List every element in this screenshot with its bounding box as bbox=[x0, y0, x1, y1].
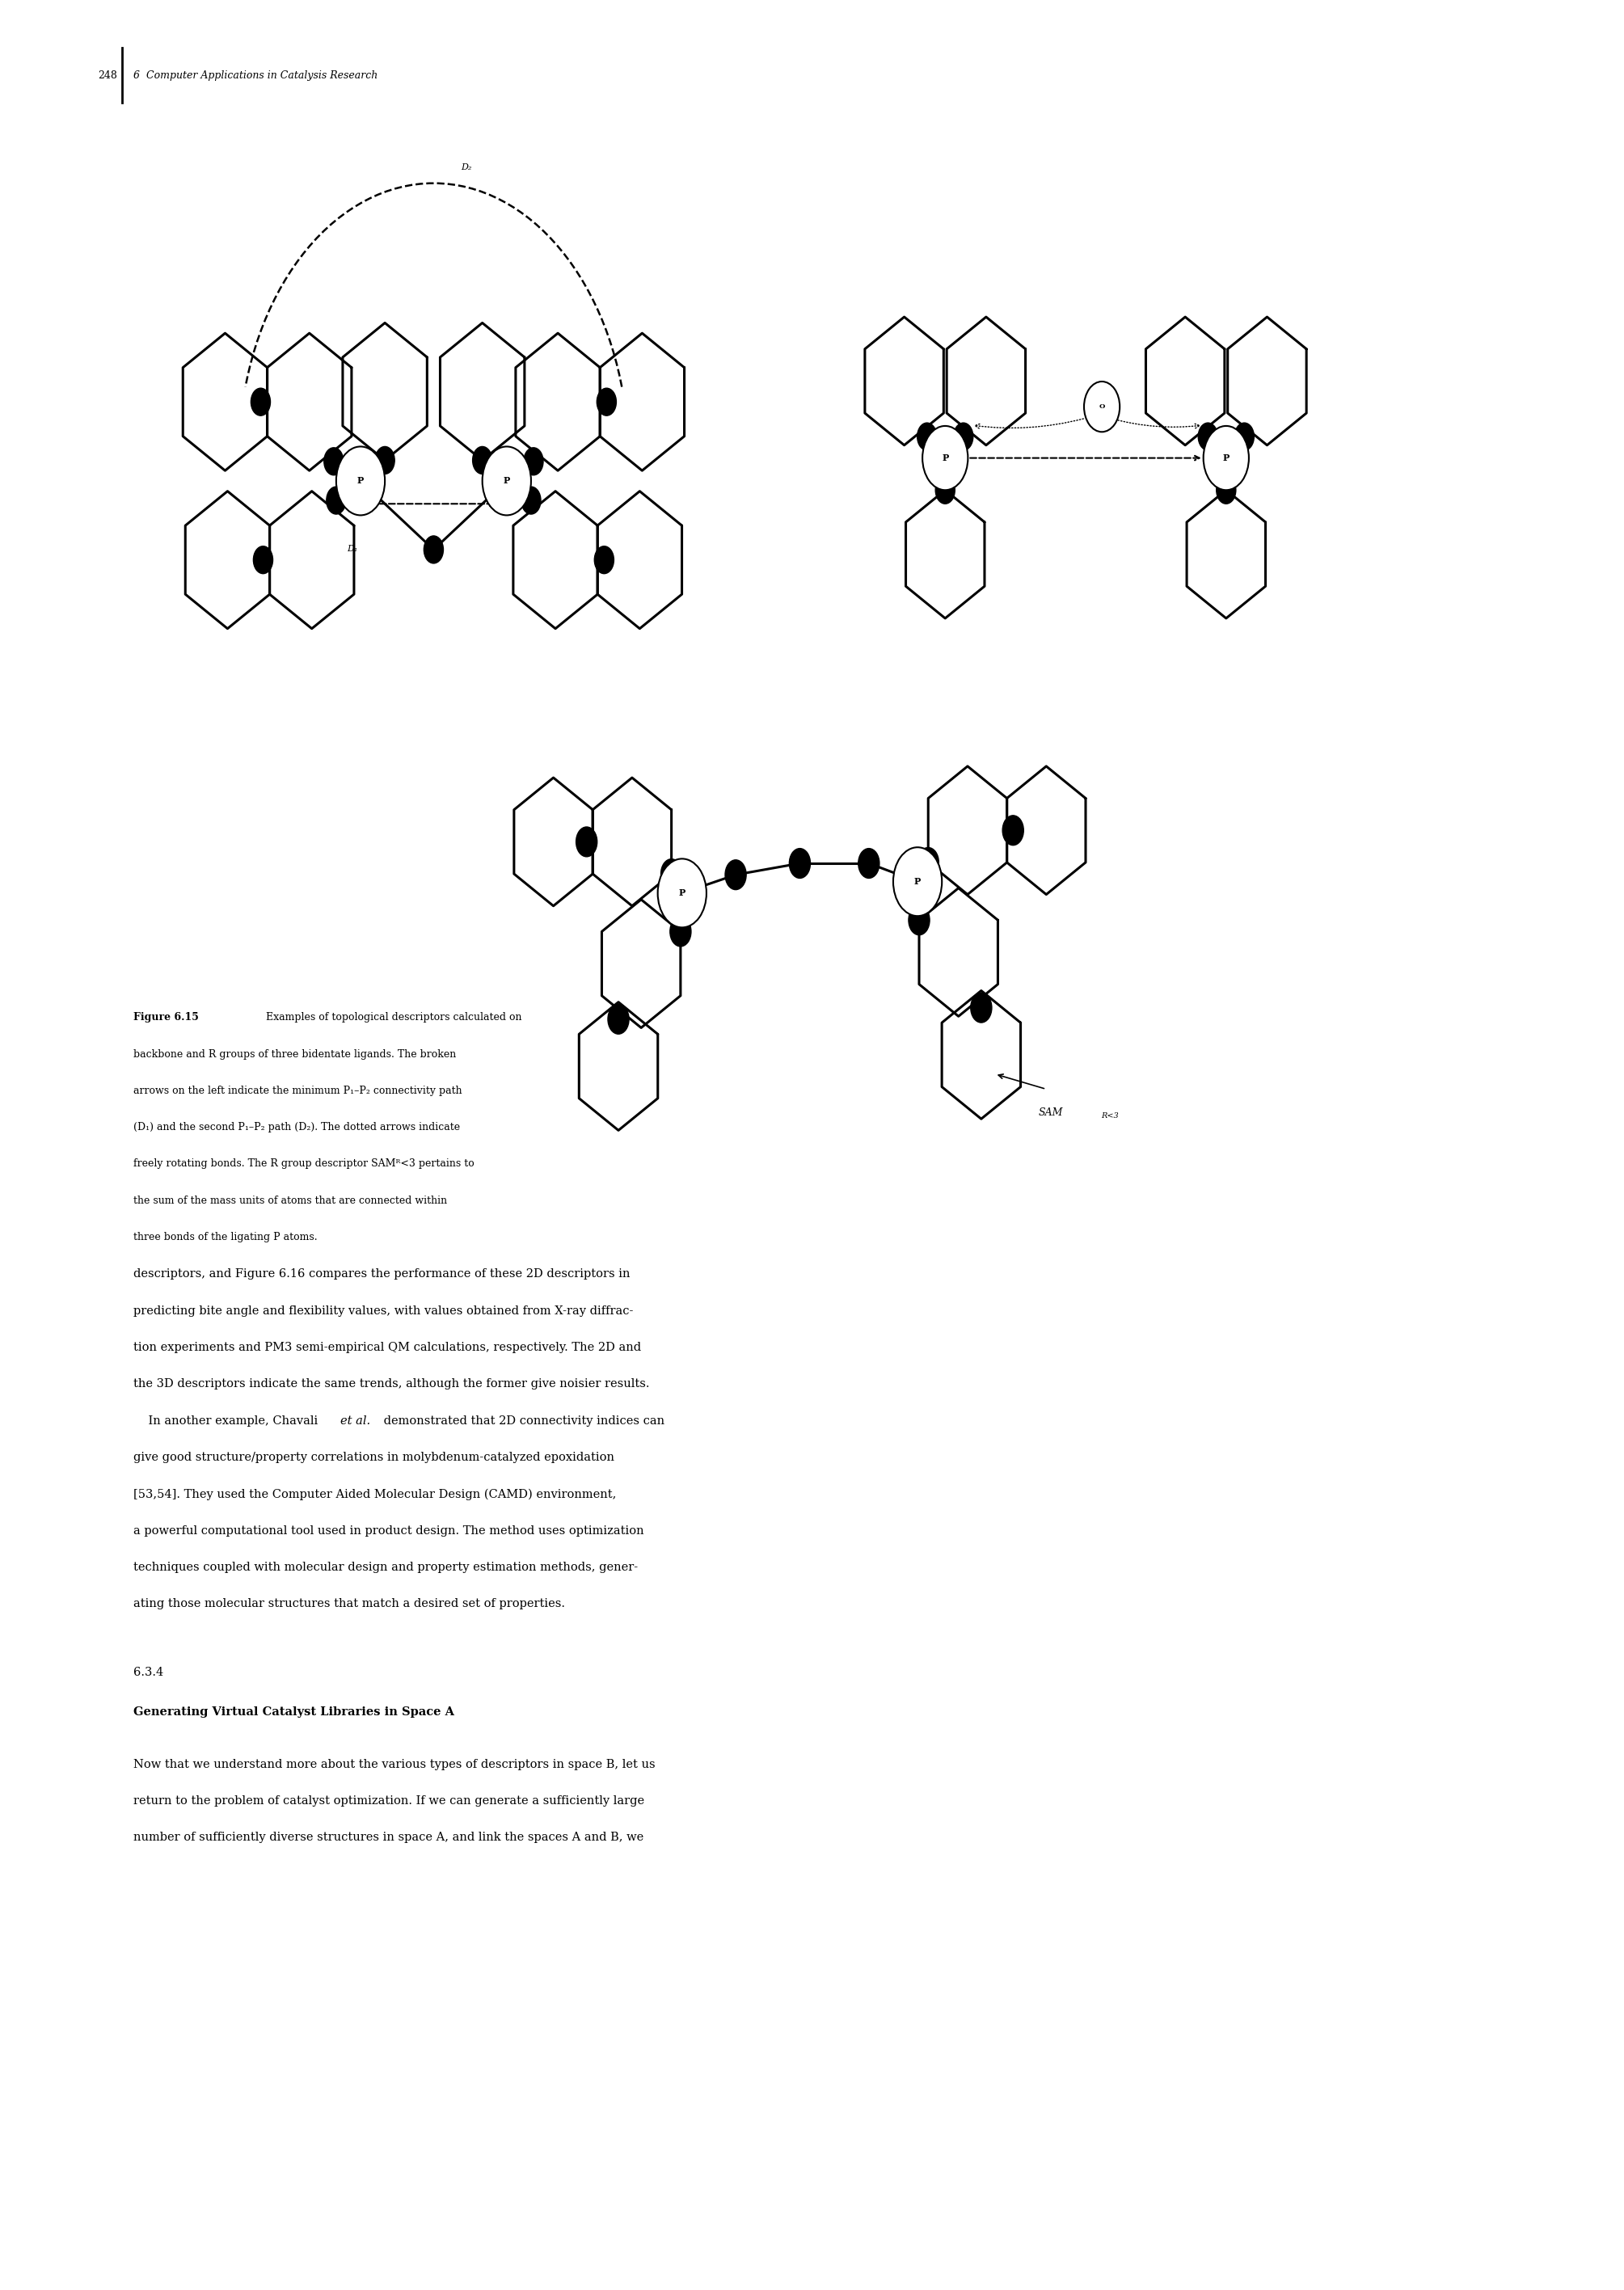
Circle shape bbox=[336, 447, 385, 515]
Circle shape bbox=[607, 1005, 628, 1035]
Text: backbone and R groups of three bidentate ligands. The broken: backbone and R groups of three bidentate… bbox=[133, 1049, 456, 1060]
Circle shape bbox=[724, 861, 745, 891]
Circle shape bbox=[671, 916, 692, 946]
Circle shape bbox=[922, 426, 968, 490]
Text: P: P bbox=[1223, 453, 1229, 463]
Text: 248: 248 bbox=[97, 71, 117, 80]
Text: three bonds of the ligating P atoms.: three bonds of the ligating P atoms. bbox=[133, 1232, 317, 1243]
Text: P: P bbox=[357, 476, 364, 485]
Text: predicting bite angle and flexibility values, with values obtained from X-ray di: predicting bite angle and flexibility va… bbox=[133, 1305, 633, 1317]
Circle shape bbox=[598, 387, 617, 417]
Text: R<3: R<3 bbox=[1101, 1113, 1119, 1120]
Circle shape bbox=[893, 847, 942, 916]
Text: number of sufficiently diverse structures in space A, and link the spaces A and : number of sufficiently diverse structure… bbox=[133, 1832, 643, 1843]
Circle shape bbox=[658, 859, 706, 927]
Text: Now that we understand more about the various types of descriptors in space B, l: Now that we understand more about the va… bbox=[133, 1759, 654, 1770]
Circle shape bbox=[789, 847, 810, 879]
Circle shape bbox=[1199, 424, 1218, 451]
Text: P: P bbox=[914, 877, 921, 886]
Text: [53,54]. They used the Computer Aided Molecular Design (CAMD) environment,: [53,54]. They used the Computer Aided Mo… bbox=[133, 1488, 615, 1500]
Text: et al.: et al. bbox=[341, 1415, 370, 1427]
Circle shape bbox=[253, 545, 273, 572]
Circle shape bbox=[521, 488, 541, 515]
Text: descriptors, and Figure 6.16 compares the performance of these 2D descriptors in: descriptors, and Figure 6.16 compares th… bbox=[133, 1269, 630, 1280]
Text: arrows on the left indicate the minimum P₁–P₂ connectivity path: arrows on the left indicate the minimum … bbox=[133, 1085, 461, 1097]
Circle shape bbox=[577, 827, 598, 856]
Text: Examples of topological descriptors calculated on: Examples of topological descriptors calc… bbox=[263, 1012, 523, 1024]
Circle shape bbox=[375, 447, 395, 474]
Text: a powerful computational tool used in product design. The method uses optimizati: a powerful computational tool used in pr… bbox=[133, 1525, 643, 1537]
Circle shape bbox=[594, 545, 614, 572]
Circle shape bbox=[953, 424, 973, 451]
Text: In another example, Chavali: In another example, Chavali bbox=[133, 1415, 322, 1427]
Text: demonstrated that 2D connectivity indices can: demonstrated that 2D connectivity indice… bbox=[380, 1415, 664, 1427]
Text: P: P bbox=[503, 476, 510, 485]
Text: Generating Virtual Catalyst Libraries in Space A: Generating Virtual Catalyst Libraries in… bbox=[133, 1706, 455, 1718]
Text: (D₁) and the second P₁–P₂ path (D₂). The dotted arrows indicate: (D₁) and the second P₁–P₂ path (D₂). The… bbox=[133, 1122, 460, 1134]
Text: techniques coupled with molecular design and property estimation methods, gener-: techniques coupled with molecular design… bbox=[133, 1562, 638, 1573]
Circle shape bbox=[1002, 815, 1023, 845]
Circle shape bbox=[908, 905, 929, 934]
Circle shape bbox=[935, 476, 955, 504]
Text: 6  Computer Applications in Catalysis Research: 6 Computer Applications in Catalysis Res… bbox=[133, 71, 377, 80]
Circle shape bbox=[424, 536, 443, 563]
Circle shape bbox=[918, 847, 939, 877]
Text: P: P bbox=[679, 889, 685, 898]
Text: tion experiments and PM3 semi-empirical QM calculations, respectively. The 2D an: tion experiments and PM3 semi-empirical … bbox=[133, 1342, 641, 1353]
Circle shape bbox=[326, 488, 346, 515]
Circle shape bbox=[971, 994, 992, 1024]
Text: D₂: D₂ bbox=[461, 163, 471, 172]
Text: give good structure/property correlations in molybdenum-catalyzed epoxidation: give good structure/property correlation… bbox=[133, 1452, 614, 1463]
Text: ating those molecular structures that match a desired set of properties.: ating those molecular structures that ma… bbox=[133, 1598, 565, 1610]
Circle shape bbox=[1216, 476, 1236, 504]
Circle shape bbox=[482, 447, 531, 515]
Circle shape bbox=[857, 847, 880, 879]
Text: SAM: SAM bbox=[1038, 1108, 1062, 1118]
Text: P: P bbox=[942, 453, 948, 463]
Text: the sum of the mass units of atoms that are connected within: the sum of the mass units of atoms that … bbox=[133, 1195, 447, 1207]
Circle shape bbox=[918, 424, 937, 451]
Text: freely rotating bonds. The R group descriptor SAMᴿ<3 pertains to: freely rotating bonds. The R group descr… bbox=[133, 1159, 474, 1170]
Text: D₁: D₁ bbox=[348, 545, 357, 554]
Circle shape bbox=[473, 447, 492, 474]
Text: the 3D descriptors indicate the same trends, although the former give noisier re: the 3D descriptors indicate the same tre… bbox=[133, 1379, 650, 1390]
Circle shape bbox=[661, 859, 682, 889]
Text: return to the problem of catalyst optimization. If we can generate a sufficientl: return to the problem of catalyst optimi… bbox=[133, 1795, 645, 1807]
Circle shape bbox=[325, 447, 344, 474]
Circle shape bbox=[1085, 382, 1121, 433]
Text: Figure 6.15: Figure 6.15 bbox=[133, 1012, 198, 1024]
Circle shape bbox=[523, 447, 542, 474]
Text: O: O bbox=[1099, 403, 1104, 410]
Circle shape bbox=[1234, 424, 1254, 451]
Circle shape bbox=[1203, 426, 1249, 490]
Text: 6.3.4: 6.3.4 bbox=[133, 1667, 164, 1679]
Circle shape bbox=[250, 387, 270, 417]
